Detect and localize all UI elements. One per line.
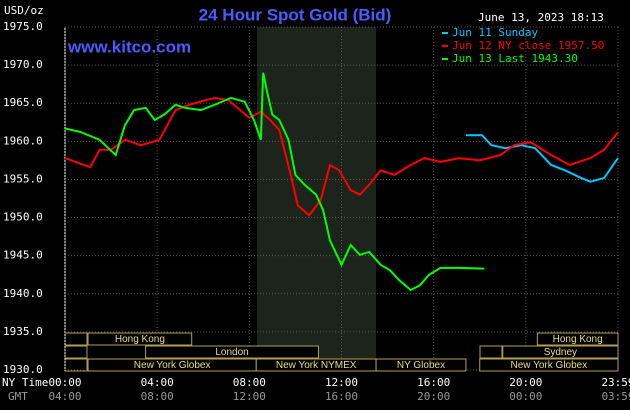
x2-tick-label: 04:00 (48, 390, 81, 403)
session-label: New York NYMEX (276, 360, 357, 371)
session-box (87, 332, 193, 346)
y-tick-label: 1960.0 (3, 134, 43, 147)
session-label: Sydney (544, 347, 577, 358)
x-tick-label: 23:59 (601, 376, 630, 389)
y-tick-label: 1945.0 (3, 249, 43, 262)
session-box (64, 332, 88, 346)
y-tick-label: 1935.0 (3, 325, 43, 338)
x2-axis-label: GMT (8, 390, 28, 403)
session-label: NY Globex (397, 360, 445, 371)
legend-label: Jun 13 Last 1943.30 (452, 52, 578, 65)
session-label: New York Globex (511, 360, 588, 371)
y-tick-label: 1950.0 (3, 211, 43, 224)
session-label: Hong Kong (553, 334, 603, 345)
x-tick-label: 12:00 (325, 376, 358, 389)
x-tick-label: 16:00 (417, 376, 450, 389)
x2-tick-label: 00:00 (509, 390, 542, 403)
session-label: New York Globex (134, 360, 211, 371)
y-tick-label: 1975.0 (3, 20, 43, 33)
y-tick-label: 1970.0 (3, 58, 43, 71)
legend-label: Jun 11 Sunday (452, 26, 538, 39)
chart-title: 24 Hour Spot Gold (Bid) (199, 5, 392, 24)
x-tick-label: 20:00 (509, 376, 542, 389)
legend-label: Jun 12 NY close 1957.50 (452, 39, 604, 52)
session-box (64, 358, 88, 372)
session-box (479, 358, 619, 372)
x-tick-label: 04:00 (141, 376, 174, 389)
website: www.kitco.com (67, 37, 191, 56)
session-box (536, 332, 619, 346)
series-line (465, 134, 619, 183)
y-tick-label: 1965.0 (3, 96, 43, 109)
session-box (375, 358, 467, 372)
series-line (64, 96, 619, 217)
y-axis-label: USD/oz (4, 4, 44, 17)
timestamp: June 13, 2023 18:13 (478, 11, 604, 24)
x-tick-label: 08:00 (233, 376, 266, 389)
y-tick-label: 1930.0 (3, 363, 43, 376)
session-box (64, 345, 88, 359)
session-box (479, 345, 503, 359)
session-label: Hong Kong (115, 334, 165, 345)
x-tick-label: 00:00 (48, 376, 81, 389)
series-line (64, 72, 485, 292)
x2-tick-label: 12:00 (233, 390, 266, 403)
x2-tick-label: 16:00 (325, 390, 358, 403)
x-axis-label: NY Time (2, 376, 48, 389)
x2-tick-label: 20:00 (417, 390, 450, 403)
y-tick-label: 1955.0 (3, 172, 43, 185)
y-tick-label: 1940.0 (3, 287, 43, 300)
x2-tick-label: 03:59 (601, 390, 630, 403)
x2-tick-label: 08:00 (141, 390, 174, 403)
session-shade (257, 27, 376, 371)
session-box (145, 345, 319, 359)
session-box (502, 345, 619, 359)
session-label: London (215, 347, 248, 358)
